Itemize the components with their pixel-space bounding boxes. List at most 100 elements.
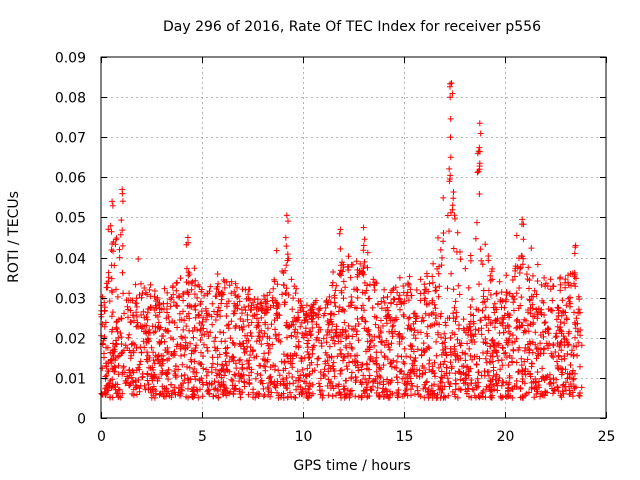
data-point	[195, 394, 202, 401]
data-point	[204, 328, 210, 335]
data-point	[411, 327, 418, 334]
data-point	[421, 348, 428, 354]
data-point	[209, 321, 216, 328]
data-point	[358, 361, 365, 368]
data-point	[115, 362, 122, 369]
data-point	[234, 284, 240, 291]
data-point	[235, 370, 242, 377]
x-tick-label: 0	[97, 429, 106, 445]
data-point	[577, 332, 584, 339]
data-point	[141, 314, 148, 321]
data-point	[263, 309, 270, 316]
data-point	[372, 376, 379, 383]
data-point	[373, 349, 380, 356]
data-point	[423, 286, 430, 293]
x-axis-label: GPS time / hours	[293, 458, 410, 474]
data-point	[414, 346, 421, 353]
data-point	[211, 338, 218, 345]
data-point	[481, 314, 488, 321]
data-point	[326, 380, 333, 387]
data-point	[399, 393, 406, 400]
data-point	[446, 228, 452, 235]
data-point	[409, 366, 416, 373]
data-point	[509, 358, 515, 365]
data-point	[236, 357, 243, 364]
data-point	[142, 289, 149, 296]
data-point	[364, 338, 371, 345]
data-point	[380, 294, 387, 301]
data-point	[435, 270, 442, 277]
data-point	[198, 361, 205, 368]
data-point	[293, 317, 299, 324]
data-point	[264, 325, 271, 332]
data-point	[389, 390, 396, 397]
data-point	[139, 323, 146, 330]
data-point	[291, 394, 298, 401]
data-point	[171, 319, 178, 326]
data-point	[450, 189, 457, 195]
data-point	[432, 315, 439, 322]
data-point	[528, 379, 535, 386]
data-point	[407, 354, 414, 361]
data-point	[432, 305, 439, 312]
data-point	[510, 299, 517, 306]
data-point	[99, 365, 106, 372]
data-point	[306, 380, 313, 387]
data-point	[520, 236, 527, 243]
data-point	[467, 252, 474, 259]
data-point	[221, 284, 228, 291]
data-point	[424, 388, 431, 395]
data-point	[492, 317, 499, 323]
data-point	[197, 327, 204, 334]
data-point	[130, 386, 137, 393]
data-point	[408, 343, 415, 350]
data-point	[257, 372, 264, 379]
data-point	[365, 326, 372, 333]
data-point	[244, 316, 251, 323]
data-point	[173, 287, 180, 294]
data-point	[373, 314, 380, 321]
data-point	[320, 372, 327, 379]
data-point	[308, 392, 315, 399]
data-point	[273, 310, 280, 317]
data-point	[513, 290, 520, 297]
data-point	[119, 269, 126, 276]
data-point	[479, 389, 486, 396]
data-points	[98, 80, 585, 401]
data-point	[458, 386, 464, 393]
data-point	[366, 332, 373, 339]
data-point	[133, 345, 140, 352]
data-point	[221, 372, 228, 379]
data-point	[130, 392, 137, 399]
data-point	[482, 355, 489, 362]
data-point	[488, 387, 495, 394]
data-point	[147, 330, 153, 336]
data-point	[516, 319, 523, 326]
data-point	[493, 371, 500, 378]
data-point	[174, 279, 181, 286]
data-point	[526, 285, 532, 292]
data-point	[178, 352, 184, 359]
data-point	[362, 290, 369, 297]
data-point	[172, 302, 179, 309]
data-point	[268, 321, 275, 328]
data-point	[575, 339, 582, 346]
data-point	[365, 366, 372, 373]
data-point	[141, 344, 148, 351]
data-point	[265, 307, 271, 313]
data-point	[352, 323, 359, 330]
data-point	[489, 353, 496, 360]
data-point	[527, 371, 534, 378]
data-point	[283, 243, 290, 250]
y-tick-label: 0.05	[55, 211, 86, 227]
data-point	[329, 279, 336, 286]
data-point	[239, 326, 246, 333]
data-point	[328, 378, 335, 385]
data-point	[553, 316, 560, 323]
data-point	[193, 369, 200, 376]
data-point	[170, 352, 177, 359]
data-point	[353, 286, 360, 293]
data-point	[523, 317, 529, 324]
data-point	[498, 304, 505, 311]
data-point	[548, 307, 555, 314]
